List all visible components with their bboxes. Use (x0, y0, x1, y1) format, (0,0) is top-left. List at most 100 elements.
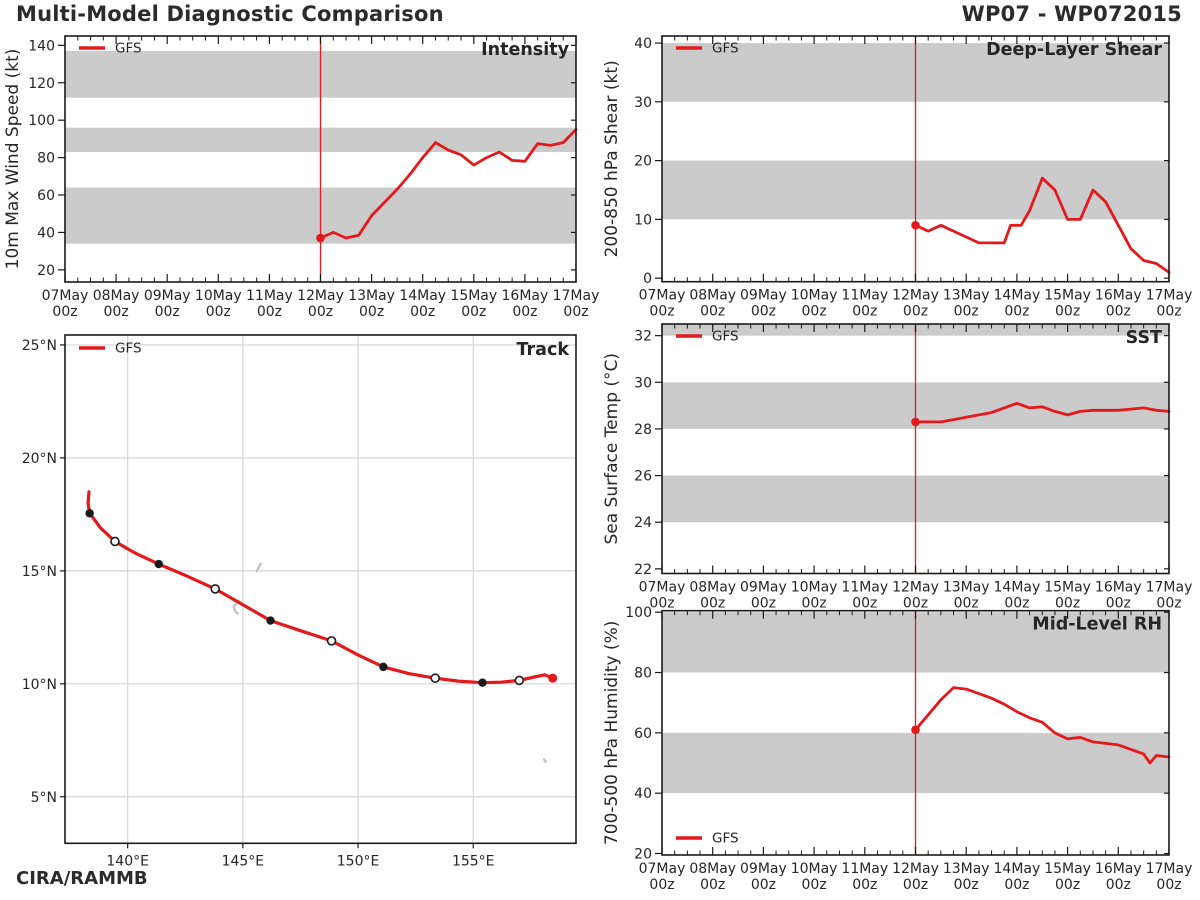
rh-gfs-line (914, 686, 1171, 765)
x-tick-day-label: 08May (689, 861, 736, 877)
x-tick-day-label: 17May (553, 288, 600, 304)
y-tick-label: 100 (625, 605, 652, 621)
deep-layer-shear-chart: 07May00z08May00z09May00z10May00z11May00z… (602, 35, 1193, 320)
x-tick-hour-label: 00z (802, 596, 827, 611)
page-title: Multi-Model Diagnostic Comparison (16, 2, 444, 26)
x-tick-hour-label: 00z (461, 304, 486, 320)
panel-title: Mid-Level RH (1032, 615, 1162, 635)
start-dot (316, 233, 325, 243)
x-tick-hour-label: 00z (308, 304, 333, 320)
x-tick-day-label: 12May (892, 861, 939, 877)
y-tick-label: 60 (37, 188, 55, 204)
x-tick-day-label: 11May (246, 288, 293, 304)
legend-label: GFS (115, 41, 142, 57)
legend-label: GFS (115, 341, 142, 357)
intensity-chart: 07May00z08May00z09May00z10May00z11May00z… (3, 35, 600, 320)
x-tick-hour-label: 00z (954, 877, 979, 893)
x-tick-day-label: 17May (1146, 288, 1193, 304)
lat-tick-label: 25°N (22, 338, 57, 354)
x-tick-day-label: 15May (1044, 580, 1091, 596)
island-pohnpei (543, 758, 547, 763)
x-tick-day-label: 13May (943, 580, 990, 596)
x-tick-hour-label: 00z (649, 877, 674, 893)
x-tick-day-label: 15May (450, 288, 497, 304)
sst-chart: 07May00z08May00z09May00z10May00z11May00z… (602, 323, 1192, 611)
y-axis-label: Sea Surface Temp (°C) (602, 353, 622, 545)
x-tick-hour-label: 00z (1156, 877, 1181, 893)
x-tick-day-label: 11May (841, 288, 888, 304)
x-tick-day-label: 14May (994, 861, 1041, 877)
x-tick-hour-label: 00z (649, 596, 674, 611)
x-tick-hour-label: 00z (649, 304, 674, 320)
x-tick-day-label: 10May (791, 861, 838, 877)
lon-tick-label: 150°E (337, 853, 380, 869)
mid-level-rh-chart: 07May00z08May00z09May00z10May00z11May00z… (602, 605, 1193, 893)
x-tick-hour-label: 00z (1055, 304, 1080, 320)
x-tick-hour-label: 00z (1106, 304, 1131, 320)
lon-tick-label: 145°E (222, 853, 265, 869)
y-tick-label: 22 (634, 562, 652, 578)
start-dot (911, 417, 920, 427)
track-gfs-line (86, 490, 555, 685)
x-tick-hour-label: 00z (903, 304, 928, 320)
track-12h-marker-open (110, 536, 120, 547)
y-tick-label: 28 (634, 422, 652, 438)
y-tick-label: 60 (634, 726, 652, 742)
x-tick-day-label: 10May (791, 288, 838, 304)
y-tick-label: 30 (634, 95, 652, 111)
x-tick-day-label: 10May (195, 288, 242, 304)
x-tick-hour-label: 00z (852, 877, 877, 893)
x-tick-day-label: 14May (994, 580, 1041, 596)
panel-title: Intensity (481, 40, 569, 60)
x-tick-hour-label: 00z (903, 877, 928, 893)
x-tick-hour-label: 00z (359, 304, 384, 320)
x-tick-hour-label: 00z (410, 304, 435, 320)
x-tick-hour-label: 00z (1106, 596, 1131, 611)
x-tick-hour-label: 00z (155, 304, 180, 320)
x-tick-hour-label: 00z (206, 304, 231, 320)
y-tick-label: 120 (28, 76, 55, 92)
x-tick-day-label: 09May (144, 288, 191, 304)
track-start-dot (548, 673, 558, 683)
x-tick-hour-label: 00z (852, 596, 877, 611)
y-axis-label: 700-500 hPa Humidity (%) (602, 621, 622, 845)
legend-label: GFS (712, 41, 739, 57)
y-tick-label: 80 (37, 151, 55, 167)
x-tick-day-label: 16May (1095, 861, 1142, 877)
x-tick-hour-label: 00z (751, 304, 776, 320)
y-tick-label: 40 (634, 786, 652, 802)
y-tick-label: 32 (634, 329, 652, 345)
lat-tick-label: 10°N (22, 677, 57, 693)
track-12h-marker-filled (379, 662, 388, 672)
track-12h-marker-open (210, 584, 221, 594)
x-tick-day-label: 17May (1146, 861, 1193, 877)
x-tick-day-label: 12May (892, 580, 939, 596)
panel-title: Track (517, 340, 570, 360)
x-tick-hour-label: 00z (751, 596, 776, 611)
track-12h-marker-open (326, 636, 337, 646)
x-tick-hour-label: 00z (954, 304, 979, 320)
x-tick-hour-label: 00z (257, 304, 282, 320)
x-tick-hour-label: 00z (1156, 304, 1181, 320)
y-tick-label: 40 (634, 36, 652, 52)
x-tick-hour-label: 00z (802, 877, 827, 893)
y-tick-label: 30 (634, 375, 652, 391)
x-tick-hour-label: 00z (700, 304, 725, 320)
x-tick-day-label: 10May (791, 580, 838, 596)
x-tick-day-label: 09May (740, 861, 787, 877)
track-12h-marker-filled (478, 678, 487, 687)
y-tick-label: 26 (634, 469, 652, 485)
track-12h-marker-filled (85, 509, 94, 518)
x-tick-day-label: 11May (841, 580, 888, 596)
x-tick-hour-label: 00z (512, 304, 537, 320)
x-tick-hour-label: 00z (852, 304, 877, 320)
x-tick-day-label: 16May (502, 288, 549, 304)
sst-gfs-line (914, 401, 1171, 424)
y-tick-label: 10 (634, 212, 652, 228)
lat-tick-label: 15°N (22, 564, 57, 580)
y-tick-label: 20 (37, 263, 55, 279)
x-tick-hour-label: 00z (1055, 596, 1080, 611)
y-tick-label: 0 (643, 271, 652, 287)
plot-border (64, 35, 577, 283)
